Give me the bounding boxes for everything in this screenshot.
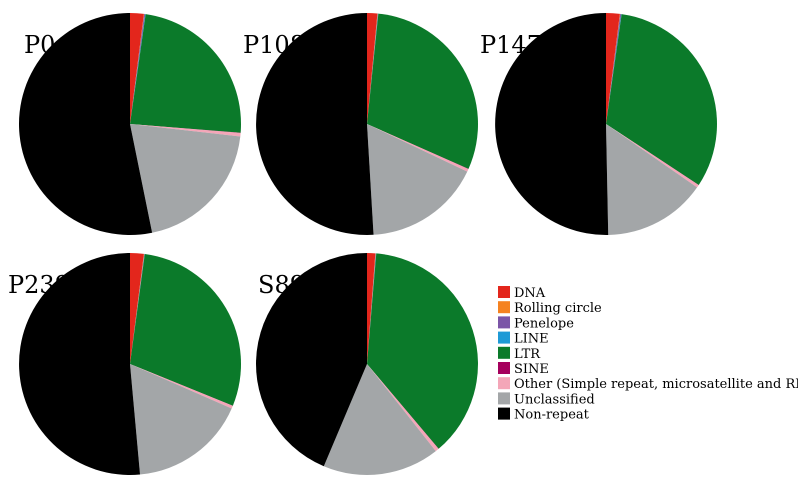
legend-label-sine: SINE xyxy=(514,362,549,377)
legend-swatch-other-simple-repeat-microsatellite-and-rna xyxy=(498,377,510,390)
slice-p1088-non-repeat xyxy=(256,13,374,235)
pie-title-p2395: P2395 xyxy=(8,271,85,299)
slice-p1088-dna xyxy=(367,12,378,125)
pie-s89: S89 xyxy=(256,253,478,475)
slice-p0-dna xyxy=(130,13,144,124)
legend-entry-other-simple-repeat-microsatellite-and-rna: Other (Simple repeat, microsatellite and… xyxy=(498,377,798,392)
slice-p1472-sine xyxy=(606,124,699,186)
slice-p2395-other-simple-repeat-microsatellite-and-rna xyxy=(130,364,233,409)
pie-charts: P0 P1088 P1472 P2395 S89 xyxy=(8,12,717,475)
slice-p1472-rolling-circle xyxy=(606,13,621,125)
slice-p1088-rolling-circle xyxy=(367,13,378,125)
legend-entry-rolling-circle: Rolling circle xyxy=(498,301,602,316)
legend-label-unclassified: Unclassified xyxy=(514,392,595,407)
slice-s89-ltr xyxy=(367,253,478,449)
pie-title-p0: P0 xyxy=(24,31,55,59)
legend-label-dna: DNA xyxy=(514,286,546,301)
slice-p1472-line xyxy=(606,14,622,125)
legend-label-line: LINE xyxy=(514,332,549,347)
slice-p1472-unclassified xyxy=(606,124,698,235)
legend-label-non-repeat: Non-repeat xyxy=(514,408,590,423)
slice-p1088-sine xyxy=(367,124,469,170)
slice-s89-non-repeat xyxy=(256,253,367,467)
slice-p1472-dna xyxy=(606,13,620,124)
slice-p1472-other-simple-repeat-microsatellite-and-rna xyxy=(606,124,699,188)
pie-p1472: P1472 xyxy=(480,13,717,235)
slice-s89-unclassified xyxy=(323,364,436,475)
legend-label-other-simple-repeat-microsatellite-and-rna: Other (Simple repeat, microsatellite and… xyxy=(514,377,798,392)
slice-p2395-rolling-circle xyxy=(130,253,145,364)
legend-label-ltr: LTR xyxy=(514,347,541,362)
slice-p1088-other-simple-repeat-microsatellite-and-rna xyxy=(367,124,469,172)
legend-label-rolling-circle: Rolling circle xyxy=(514,301,602,316)
slice-p2395-sine xyxy=(130,364,233,406)
slice-p0-rolling-circle xyxy=(130,13,145,125)
slice-p0-unclassified xyxy=(130,124,241,233)
slice-p0-non-repeat xyxy=(19,13,153,236)
legend-swatch-line xyxy=(498,331,510,344)
slice-p1088-ltr xyxy=(367,13,479,169)
slice-s89-line xyxy=(367,253,377,364)
slice-p2395-line xyxy=(130,253,145,364)
legend-entry-dna: DNA xyxy=(498,286,546,301)
slice-s89-other-simple-repeat-microsatellite-and-rna xyxy=(367,364,439,452)
pie-title-s89: S89 xyxy=(258,271,305,299)
slice-p1088-line xyxy=(367,13,379,125)
pie-p1088: P1088 xyxy=(243,12,479,235)
slice-p2395-ltr xyxy=(130,253,242,406)
legend-entry-sine: SINE xyxy=(498,362,549,377)
legend-swatch-non-repeat xyxy=(498,407,510,420)
slice-p1472-non-repeat xyxy=(495,13,609,235)
legend-swatch-dna xyxy=(498,286,510,298)
pie-title-p1472: P1472 xyxy=(480,31,557,59)
legend-entry-ltr: LTR xyxy=(498,346,541,362)
slice-p2395-unclassified xyxy=(130,364,232,475)
slice-p2395-dna xyxy=(130,253,144,364)
slice-p0-ltr xyxy=(130,14,241,133)
slice-p0-penelope xyxy=(130,13,146,125)
slice-p1088-penelope xyxy=(367,13,379,125)
slice-p2395-penelope xyxy=(130,253,145,364)
slice-p2395-non-repeat xyxy=(19,253,141,475)
legend-swatch-ltr xyxy=(498,346,510,359)
slice-s89-dna xyxy=(367,253,376,364)
legend-label-penelope: Penelope xyxy=(514,316,574,331)
slice-s89-rolling-circle xyxy=(367,253,376,364)
legend-swatch-penelope xyxy=(498,316,510,329)
slice-s89-sine xyxy=(367,364,439,449)
pie-p2395: P2395 xyxy=(8,253,242,475)
legend-entry-unclassified: Unclassified xyxy=(498,392,595,407)
legend-swatch-unclassified xyxy=(498,392,510,405)
pie-p0: P0 xyxy=(19,13,241,236)
slice-p1088-unclassified xyxy=(367,124,468,235)
legend-entry-line: LINE xyxy=(498,331,549,347)
legend-swatch-sine xyxy=(498,362,510,374)
legend-swatch-rolling-circle xyxy=(498,301,510,314)
pie-title-p1088: P1088 xyxy=(243,31,320,59)
slice-p0-sine xyxy=(130,124,241,134)
slice-p0-other-simple-repeat-microsatellite-and-rna xyxy=(130,124,241,137)
slice-p1472-penelope xyxy=(606,13,622,125)
slice-s89-penelope xyxy=(367,253,377,364)
slice-p1472-ltr xyxy=(606,14,717,185)
legend-entry-penelope: Penelope xyxy=(498,316,574,331)
legend-entry-non-repeat: Non-repeat xyxy=(498,407,590,423)
slice-p0-line xyxy=(130,14,146,125)
